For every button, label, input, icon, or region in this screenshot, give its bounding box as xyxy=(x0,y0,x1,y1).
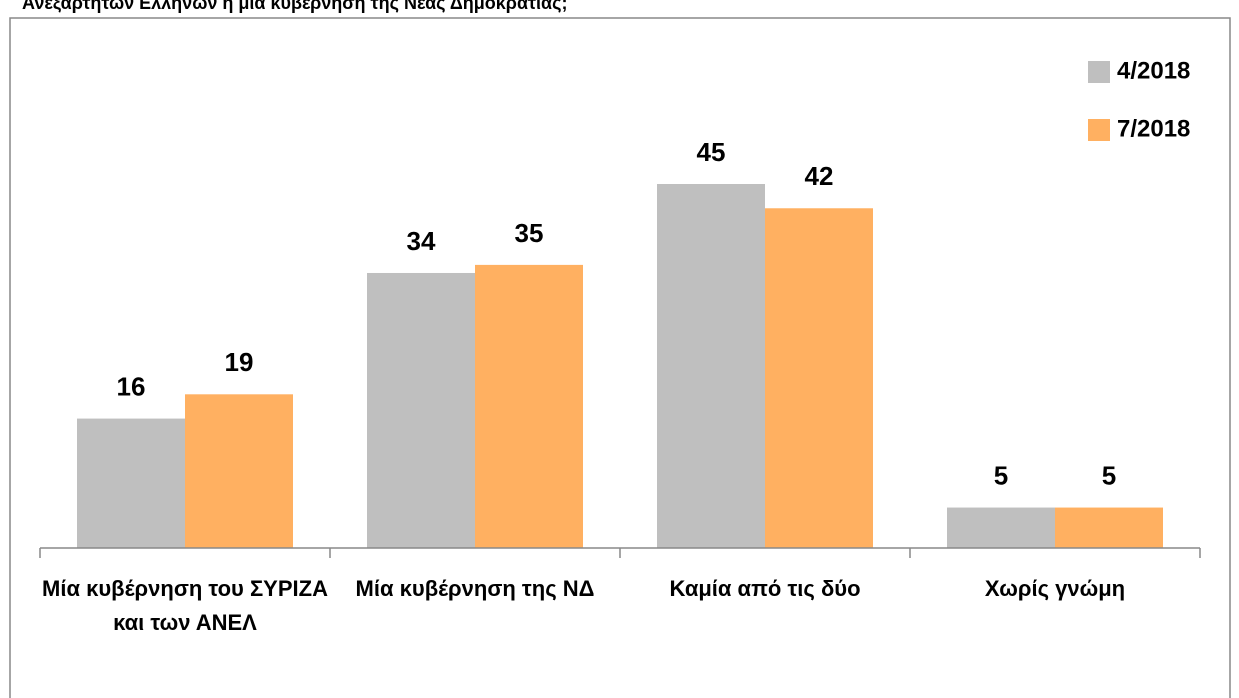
x-tick-label: Μία κυβέρνηση του ΣΥΡΙΖΑ και των ΑΝΕΛ xyxy=(42,576,328,635)
bar xyxy=(947,507,1055,548)
x-tick-label: Καμία από τις δύο xyxy=(669,576,861,601)
legend-label: 4/2018 xyxy=(1117,57,1190,84)
bar xyxy=(475,264,583,548)
bar xyxy=(1055,507,1163,548)
data-label: 42 xyxy=(805,161,834,191)
data-label: 5 xyxy=(994,460,1008,490)
bar xyxy=(77,418,185,548)
legend-label: 7/2018 xyxy=(1117,115,1190,142)
data-label: 16 xyxy=(117,371,146,401)
data-label: 45 xyxy=(697,137,726,167)
data-label: 5 xyxy=(1102,460,1116,490)
chart-frame xyxy=(9,17,1231,698)
legend-swatch xyxy=(1088,119,1110,141)
bar xyxy=(185,394,293,548)
data-label: 19 xyxy=(225,347,254,377)
x-tick-label: Μία κυβέρνηση της ΝΔ xyxy=(355,576,595,601)
data-label: 35 xyxy=(515,218,544,248)
bar xyxy=(657,184,765,548)
chart-title: Ανεξάρτητων Ελλήνων ή μία κυβέρνηση της … xyxy=(22,0,567,14)
data-label: 34 xyxy=(407,226,436,256)
bar xyxy=(765,208,873,548)
x-tick-label: Χωρίς γνώμη xyxy=(984,576,1126,601)
bar xyxy=(367,272,475,548)
legend-swatch xyxy=(1088,61,1110,83)
